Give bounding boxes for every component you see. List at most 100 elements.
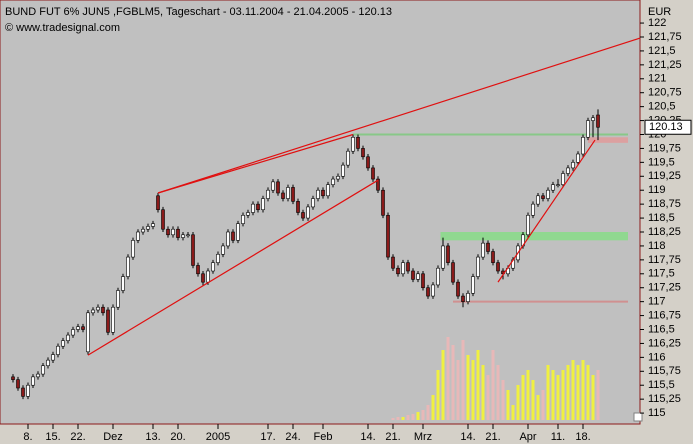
candle-body — [546, 189, 550, 199]
candle-body — [66, 334, 70, 341]
candle-body — [21, 387, 25, 397]
y-tick-label: 116,5 — [648, 323, 675, 335]
volume-bar — [461, 340, 465, 420]
candle-body — [251, 203, 255, 213]
zone — [440, 232, 628, 241]
volume-bar — [561, 370, 565, 420]
candle-body — [376, 178, 380, 191]
y-tick-label: 115 — [648, 407, 666, 419]
candle-body — [256, 203, 260, 211]
candle-body — [401, 262, 405, 275]
y-tick-label: 119,5 — [648, 156, 675, 168]
chart-subtitle: © www.tradesignal.com — [5, 22, 120, 34]
candle-body — [56, 345, 60, 355]
x-tick-label: 17. — [260, 431, 275, 443]
candle-body — [91, 309, 95, 314]
candle-body — [111, 306, 115, 333]
y-tick-label: 121,5 — [648, 45, 676, 57]
candle-body — [31, 376, 35, 386]
y-tick-label: 116,25 — [648, 337, 681, 349]
x-tick-label: 11. — [551, 431, 565, 443]
candle-body — [196, 265, 200, 275]
volume-bar — [401, 417, 405, 420]
volume-bar — [596, 370, 600, 420]
candle-body — [596, 114, 600, 128]
candle-body — [191, 234, 195, 266]
x-tick-label: 13. — [145, 431, 160, 443]
volume-bar — [421, 410, 425, 420]
y-tick-label: 115,5 — [648, 379, 675, 391]
candle-body — [311, 198, 315, 208]
candle-body — [391, 256, 395, 269]
candle-body — [551, 184, 555, 191]
candle-body — [266, 189, 270, 199]
volume-bar — [436, 370, 440, 420]
y-tick-label: 120,5 — [648, 101, 676, 113]
candle-body — [11, 376, 15, 380]
x-tick-label: 21. — [485, 431, 500, 443]
candle-body — [331, 178, 335, 185]
candle-body — [461, 295, 465, 302]
x-tick-label: 24. — [285, 431, 300, 443]
candle-body — [16, 379, 20, 389]
volume-bar — [586, 365, 590, 420]
candle-body — [571, 162, 575, 169]
candle-body — [136, 231, 140, 241]
candle-body — [351, 136, 355, 152]
x-tick-label: 22. — [70, 431, 85, 443]
candle-body — [456, 281, 460, 297]
candle-body — [281, 192, 285, 199]
candle-body — [481, 242, 485, 258]
candle-body — [536, 195, 540, 205]
y-tick-label: 121,75 — [648, 31, 682, 43]
candle-body — [326, 184, 330, 197]
candle-body — [131, 240, 135, 258]
y-tick-label: 119,25 — [648, 170, 681, 182]
candle-body — [561, 173, 565, 185]
y-tick-label: 121 — [648, 73, 666, 85]
candle-body — [566, 167, 570, 174]
candle-body — [121, 276, 125, 291]
candle-body — [446, 245, 450, 263]
candle-body — [51, 354, 55, 361]
volume-bar — [471, 360, 475, 420]
x-tick-label: Apr — [519, 431, 536, 443]
volume-bar — [466, 355, 470, 420]
y-tick-label: 121,25 — [648, 59, 682, 71]
candle-body — [146, 226, 150, 230]
x-tick-label: 8. — [23, 431, 32, 443]
y-tick-label: 117,25 — [648, 282, 681, 294]
candle-body — [296, 201, 300, 213]
y-axis-label: EUR — [648, 6, 671, 18]
last-price-box — [644, 119, 692, 135]
candle-body — [591, 117, 595, 121]
candle-body — [466, 292, 470, 302]
candle-body — [321, 189, 325, 197]
trendline — [497, 139, 596, 283]
volume-bar — [536, 395, 540, 420]
volume-bar — [551, 370, 555, 420]
volume-bar — [396, 417, 400, 420]
candle-body — [406, 262, 410, 272]
volume-bar — [571, 360, 575, 420]
candle-body — [581, 136, 585, 155]
candle-body — [576, 153, 580, 163]
volume-bar — [441, 350, 445, 420]
candle-body — [381, 189, 385, 216]
candle-body — [366, 156, 370, 169]
candle-body — [46, 359, 50, 367]
candle-body — [286, 187, 290, 199]
trendline — [157, 37, 641, 194]
volume-bar — [391, 418, 395, 420]
candle-body — [421, 273, 425, 289]
y-tick-label: 119 — [648, 184, 666, 196]
volume-bar — [581, 360, 585, 420]
y-tick-label: 118,75 — [648, 198, 681, 210]
candle-body — [486, 242, 490, 252]
candle-body — [306, 206, 310, 219]
volume-bar — [556, 375, 560, 420]
volume-bar — [541, 390, 545, 420]
y-tick-label: 120,75 — [648, 87, 682, 99]
candle-body — [496, 262, 500, 272]
